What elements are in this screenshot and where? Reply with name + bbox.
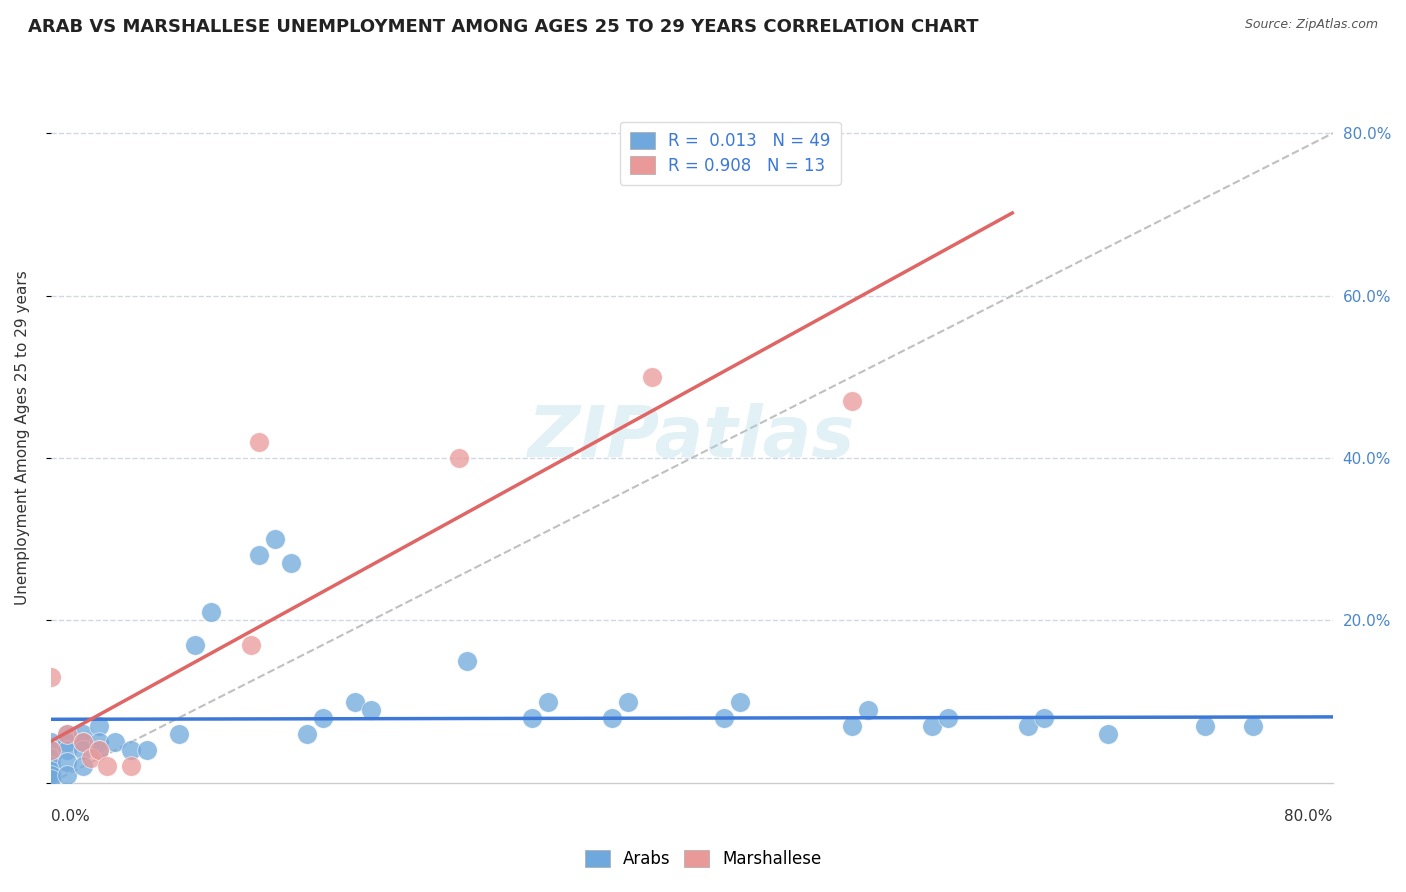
Point (56, 727, 79, 741)
Point (104, 735, 127, 749)
Point (536, 694, 558, 708)
Point (39, 764, 62, 778)
Point (39, 751, 62, 765)
Point (1241, 719, 1264, 733)
Point (39, 743, 62, 757)
Point (72, 735, 94, 749)
Point (921, 719, 943, 733)
Y-axis label: Unemployment Among Ages 25 to 29 years: Unemployment Among Ages 25 to 29 years (15, 270, 30, 605)
Point (1194, 719, 1216, 733)
Point (841, 394, 863, 409)
Point (713, 711, 735, 725)
Legend: R =  0.013   N = 49, R = 0.908   N = 13: R = 0.013 N = 49, R = 0.908 N = 13 (620, 121, 841, 185)
Text: ARAB VS MARSHALLESE UNEMPLOYMENT AMONG AGES 25 TO 29 YEARS CORRELATION CHART: ARAB VS MARSHALLESE UNEMPLOYMENT AMONG A… (28, 18, 979, 36)
Point (344, 694, 367, 708)
Point (120, 759, 142, 773)
Point (280, 557, 302, 571)
Point (87, 719, 110, 733)
Point (56, 756, 79, 770)
Point (56, 727, 79, 741)
Point (600, 711, 623, 725)
Point (728, 694, 751, 708)
Point (200, 605, 222, 619)
Point (616, 694, 638, 708)
Point (360, 703, 382, 717)
Point (72, 735, 94, 749)
Point (39, 759, 62, 773)
Text: 80.0%: 80.0% (1285, 809, 1333, 823)
Point (96, 759, 118, 773)
Point (449, 450, 471, 465)
Point (520, 711, 543, 725)
Point (247, 434, 270, 449)
Legend: Arabs, Marshallese: Arabs, Marshallese (578, 843, 828, 875)
Point (240, 638, 263, 652)
Point (264, 532, 287, 546)
Point (87, 735, 110, 749)
Text: Source: ZipAtlas.com: Source: ZipAtlas.com (1244, 18, 1378, 31)
Point (1097, 727, 1119, 741)
Point (184, 638, 207, 652)
Point (39, 670, 62, 684)
Point (87, 743, 110, 757)
Point (39, 735, 62, 749)
Point (39, 772, 62, 786)
Point (936, 711, 959, 725)
Point (120, 743, 142, 757)
Point (56, 743, 79, 757)
Point (39, 743, 62, 757)
Point (247, 549, 270, 563)
Point (297, 727, 319, 741)
Point (1033, 711, 1056, 725)
Text: ZIPatlas: ZIPatlas (529, 403, 855, 472)
Point (856, 703, 879, 717)
Point (641, 369, 664, 384)
Point (39, 767, 62, 781)
Point (167, 727, 190, 741)
Point (72, 743, 94, 757)
Text: 0.0%: 0.0% (51, 809, 90, 823)
Point (56, 735, 79, 749)
Point (312, 711, 335, 725)
Point (841, 719, 863, 733)
Point (136, 743, 159, 757)
Point (80, 751, 103, 765)
Point (72, 727, 94, 741)
Point (56, 767, 79, 781)
Point (1017, 719, 1039, 733)
Point (72, 759, 94, 773)
Point (87, 743, 110, 757)
Point (456, 654, 478, 668)
